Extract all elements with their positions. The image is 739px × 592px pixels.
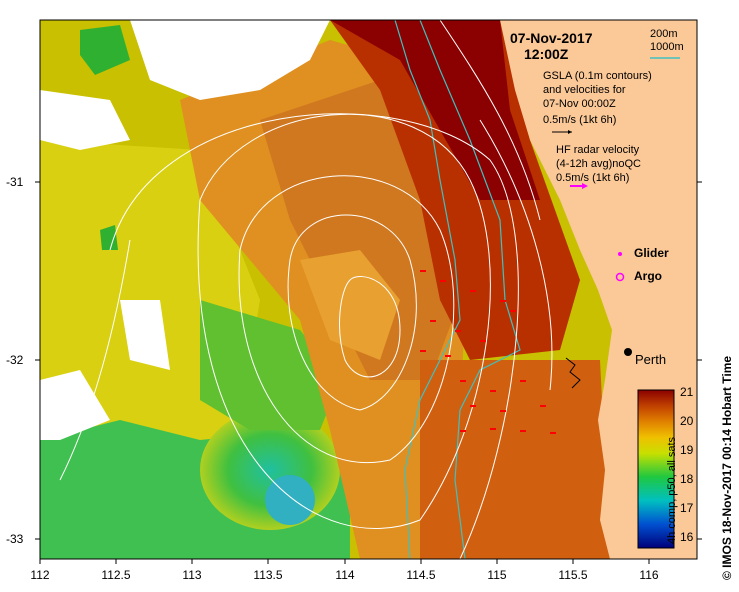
credit-text: © IMOS 18-Nov-2017 00:14 Hobart Time [720,355,734,580]
colorbar-tick: 17 [680,501,694,515]
x-tick-label: 112.5 [101,568,131,582]
x-tick-label: 115.5 [558,568,588,582]
colorbar-title: 4h comp, p50, all sats [666,436,678,544]
x-tick-label: 114 [335,568,355,582]
gsla-legend-line4: 0.5m/s (1kt 6h) [543,114,617,126]
colorbar-tick: 19 [680,443,694,457]
x-tick-label: 113.5 [253,568,283,582]
perth-marker [624,348,632,356]
argo-label: Argo [634,269,662,283]
colorbar-tick: 18 [680,472,694,486]
hf-legend-line1: HF radar velocity [556,144,640,156]
city-label-perth: Perth [635,352,667,367]
y-tick-label: -32 [6,353,24,367]
x-tick-label: 113 [182,568,202,582]
plot-frame [39,19,698,560]
gsla-legend-line2: and velocities for [543,84,626,96]
colorbar-tick: 21 [680,385,694,399]
sst-field [40,20,697,559]
glider-icon [618,252,622,256]
gsla-legend-line3: 07-Nov 00:00Z [543,98,616,110]
hf-radar-arrows [420,270,556,434]
colorbar-tick: 20 [680,414,694,428]
x-tick-label: 115 [487,568,507,582]
gsla-legend-line1: GSLA (0.1m contours) [543,70,652,82]
hf-legend-line2: (4-12h avg)noQC [556,158,641,170]
hf-legend-line3: 0.5m/s (1kt 6h) [556,172,630,184]
gsla-contours [59,20,553,559]
legend-1000m: 1000m [650,41,684,53]
x-tick-label: 112 [30,568,50,582]
legend-200m: 200m [650,28,678,40]
x-tick-label: 116 [639,568,659,582]
map-date: 07-Nov-2017 [510,30,593,46]
colorbar-tick: 16 [680,530,694,544]
y-tick-label: -33 [6,532,24,546]
argo-icon [615,272,625,282]
map-time: 12:00Z [524,46,569,62]
glider-label: Glider [634,246,669,260]
y-tick-label: -31 [6,175,24,189]
x-tick-label: 114.5 [406,568,436,582]
colorbar [637,389,675,549]
x-tick-marks [35,181,702,564]
